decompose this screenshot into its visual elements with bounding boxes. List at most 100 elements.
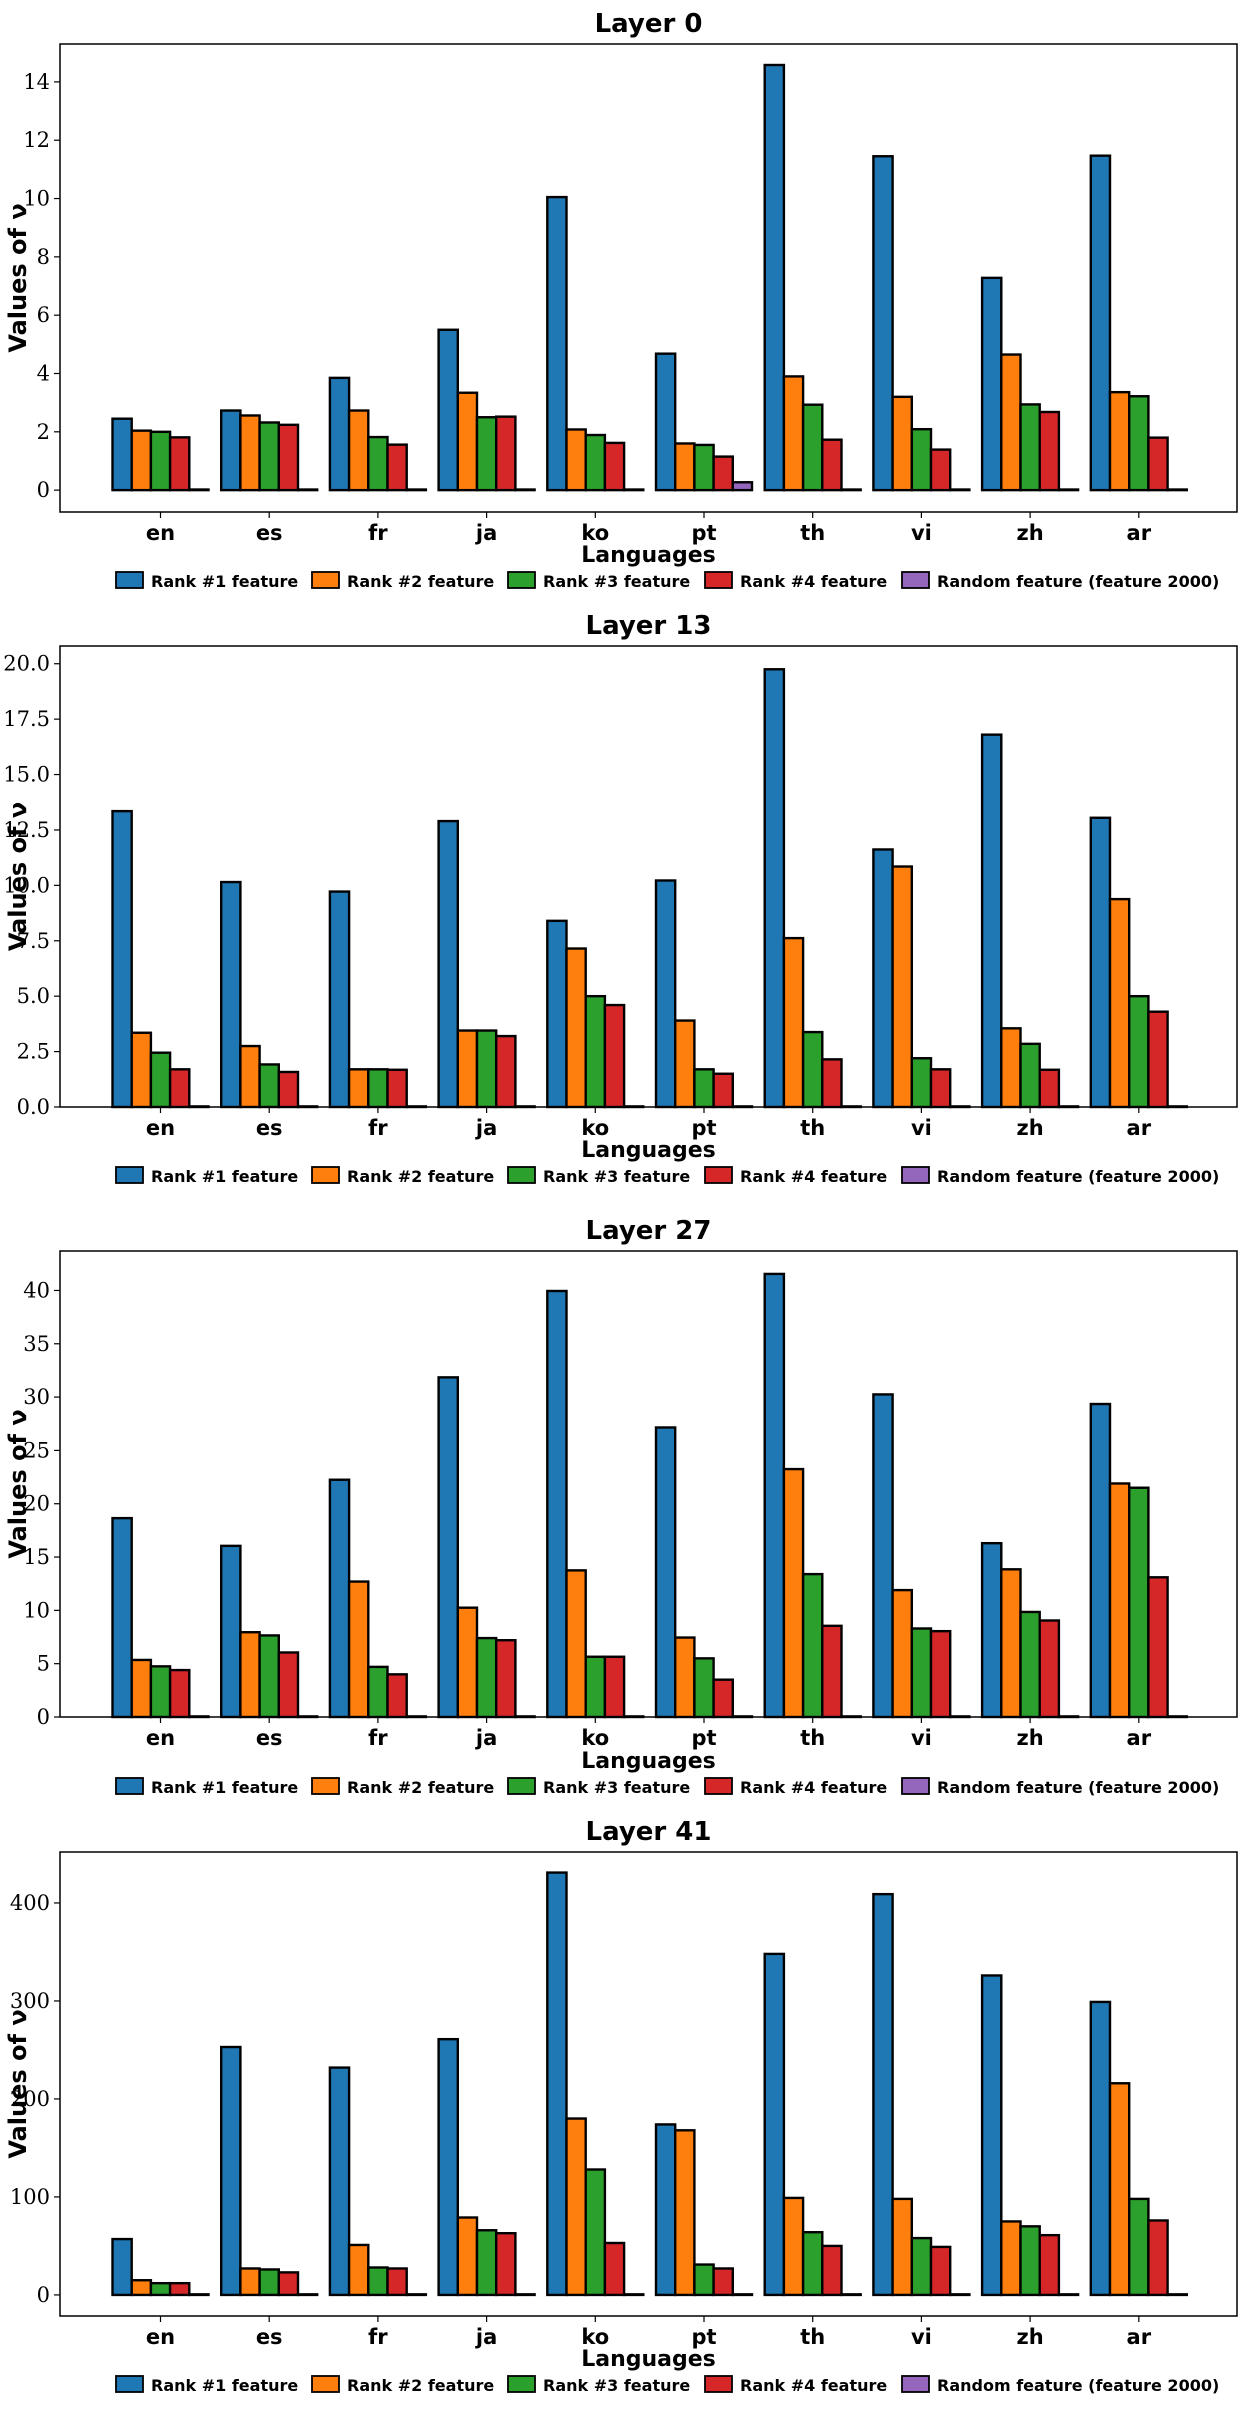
legend-label-1: Rank #1 feature — [151, 1167, 298, 1186]
y-tick-label: 0 — [37, 2283, 50, 2307]
bar-ja-series-3 — [475, 2229, 498, 2297]
y-tick-label: 7.5 — [17, 929, 50, 953]
y-axis-label: Values of ν — [4, 1409, 32, 1558]
y-tick-label: 8 — [37, 245, 50, 269]
x-tick-label-pt: pt — [691, 521, 716, 545]
bar-ar-series-2 — [1108, 2082, 1131, 2297]
bar-ja-series-2 — [456, 1606, 479, 1719]
bar-es-series-4 — [277, 2271, 300, 2297]
bar-vi-series-3 — [910, 2236, 933, 2297]
legend-label-5: Random feature (feature 2000) — [937, 1167, 1219, 1186]
y-tick-label: 15.0 — [3, 763, 50, 787]
x-tick-label-es: es — [256, 2325, 283, 2349]
chart-title: Layer 27 — [586, 1216, 712, 1246]
legend-swatch-4 — [704, 1166, 733, 1184]
x-tick-label-vi: vi — [911, 2325, 932, 2349]
bar-fr-series-4 — [386, 1068, 408, 1109]
x-tick-label-ko: ko — [581, 2325, 609, 2349]
legend-swatch-2 — [311, 1166, 340, 1184]
bar-es-series-3 — [258, 421, 281, 492]
bar-zh-series-3 — [1019, 1610, 1041, 1719]
bar-ja-series-2 — [456, 1029, 479, 1109]
bar-zh-series-4 — [1038, 1619, 1061, 1719]
bar-ar-series-1 — [1089, 1402, 1112, 1719]
bar-ja-series-1 — [437, 1376, 460, 1719]
x-tick-label-es: es — [256, 1116, 283, 1140]
bar-ar-series-3 — [1127, 395, 1150, 492]
bar-ko-series-2 — [565, 2117, 587, 2297]
y-tick-label: 0 — [37, 1705, 50, 1729]
bar-zh-series-3 — [1019, 403, 1041, 492]
bar-th-series-4 — [821, 2244, 843, 2297]
y-tick-label: 100 — [10, 2185, 50, 2209]
x-tick-label-vi: vi — [911, 521, 932, 545]
bar-ja-series-3 — [475, 1029, 498, 1109]
y-tick-label: 5.0 — [17, 984, 50, 1008]
bar-fr-series-2 — [347, 2243, 370, 2297]
bar-th-series-1 — [763, 668, 786, 1109]
bar-pt-series-1 — [654, 352, 677, 492]
bar-ko-series-2 — [565, 1569, 587, 1719]
bar-pt-series-4 — [712, 1072, 734, 1109]
bar-zh-series-1 — [980, 1974, 1003, 2297]
bar-en-series-1 — [111, 809, 133, 1109]
bar-ja-series-3 — [475, 1636, 498, 1719]
bar-en-series-1 — [111, 2237, 133, 2297]
y-tick-label: 4 — [37, 361, 50, 385]
chart-title: Layer 41 — [586, 1817, 712, 1847]
bar-ko-series-4 — [603, 2241, 626, 2297]
x-tick-label-zh: zh — [1017, 521, 1044, 545]
legend-label-2: Rank #2 feature — [347, 572, 494, 591]
chart-panel-3: Layer 41 0 100 200 300 400 en es fr ja ko pt th vi zh a… — [4, 1817, 1238, 2395]
bar-en-series-1 — [111, 1516, 133, 1719]
bar-ar-series-2 — [1108, 390, 1131, 492]
plot-frame — [59, 1250, 1238, 1718]
x-tick-label-fr: fr — [368, 521, 388, 545]
x-tick-label-es: es — [256, 1726, 283, 1750]
x-tick-label-ja: ja — [475, 2325, 497, 2349]
y-tick-label: 15 — [23, 1545, 50, 1569]
y-axis-label: Values of ν — [4, 2009, 32, 2158]
bar-vi-series-4 — [929, 2245, 952, 2297]
x-tick-label-en: en — [146, 1116, 175, 1140]
bar-th-series-2 — [782, 2196, 805, 2297]
bar-pt-series-2 — [674, 1636, 696, 1719]
bar-ko-series-2 — [565, 428, 587, 492]
x-tick-label-pt: pt — [691, 1116, 716, 1140]
x-tick-label-th: th — [800, 521, 825, 545]
legend-swatch-3 — [507, 1166, 536, 1184]
y-tick-label: 6 — [37, 303, 50, 327]
bar-ar-series-3 — [1127, 994, 1150, 1109]
bar-es-series-3 — [258, 1634, 281, 1719]
bar-zh-series-3 — [1019, 2225, 1041, 2297]
bar-fr-series-1 — [328, 2066, 351, 2297]
bar-vi-series-5 — [949, 488, 971, 492]
bar-pt-series-3 — [693, 443, 715, 492]
bar-fr-series-4 — [386, 2267, 408, 2297]
y-tick-label: 17.5 — [3, 707, 50, 731]
bar-es-series-1 — [219, 1544, 242, 1719]
y-tick-label: 35 — [23, 1332, 50, 1356]
x-tick-label-th: th — [800, 1116, 825, 1140]
bar-ko-series-5 — [622, 488, 645, 492]
chart-panel-2: Layer 27 0 5 10 15 20 25 30 35 40 en es fr ja ko pt th vi… — [4, 1216, 1238, 1797]
bar-fr-series-4 — [386, 1673, 408, 1719]
bar-ar-series-3 — [1127, 2197, 1150, 2297]
legend-label-2: Rank #2 feature — [347, 2376, 494, 2395]
x-tick-label-ko: ko — [581, 521, 609, 545]
bar-ja-series-1 — [437, 819, 460, 1109]
bar-zh-series-1 — [980, 276, 1003, 492]
bar-es-series-3 — [258, 2268, 281, 2297]
legend-swatch-5 — [901, 1777, 930, 1795]
bar-ar-series-4 — [1147, 436, 1169, 492]
x-tick-label-en: en — [146, 1726, 175, 1750]
bar-ko-series-4 — [603, 1003, 626, 1109]
bar-ko-series-3 — [584, 433, 607, 492]
legend-swatch-5 — [901, 571, 930, 589]
legend-swatch-1 — [115, 1166, 144, 1184]
bar-pt-series-1 — [654, 879, 677, 1109]
bar-vi-series-3 — [910, 427, 933, 492]
bar-ar-series-2 — [1108, 1482, 1131, 1719]
x-tick-label-es: es — [256, 521, 283, 545]
bar-en-series-4 — [168, 1068, 191, 1109]
